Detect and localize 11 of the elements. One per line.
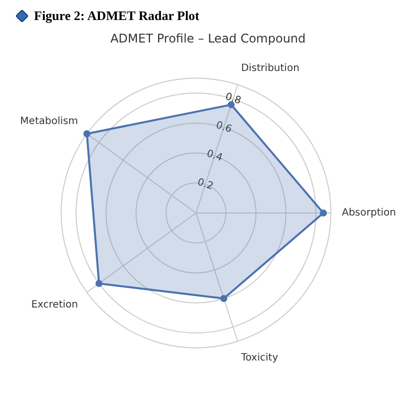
y-tick-label: 0.6 <box>214 120 234 136</box>
spoke-label: Absorption <box>342 208 396 219</box>
spoke-label: Distribution <box>241 62 300 74</box>
chart-title: Figure 2: ADMET Radar Plot <box>34 8 200 24</box>
spoke-label: Metabolism <box>20 116 78 127</box>
y-tick-label: 0.8 <box>224 91 242 107</box>
spoke-label: Excretion <box>31 299 78 310</box>
chart-subtitle: ADMET Profile – Lead Compound <box>110 31 306 46</box>
spoke-label: Toxicity <box>240 352 278 364</box>
y-tick-label: 0.2 <box>196 176 214 192</box>
y-tick-label: 0.4 <box>205 148 224 164</box>
